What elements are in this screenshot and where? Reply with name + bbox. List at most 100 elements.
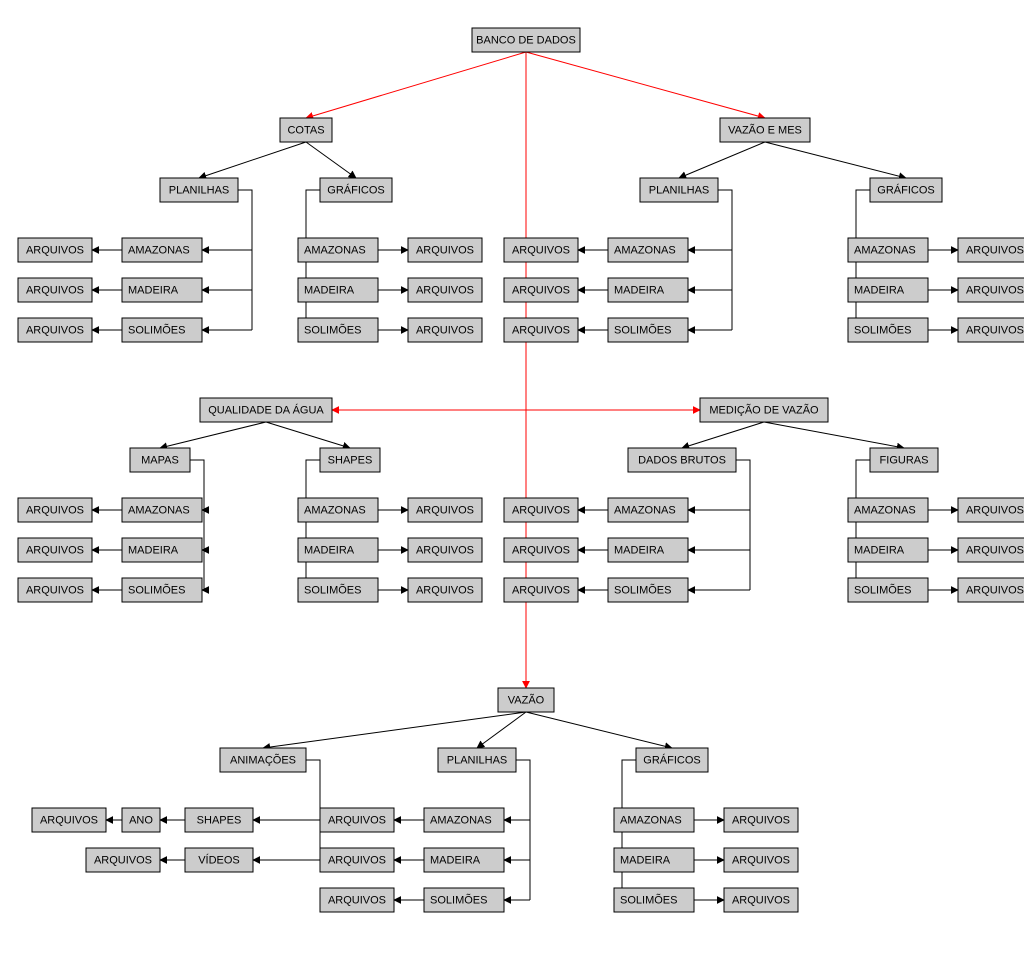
node-label: ARQUIVOS: [966, 324, 1024, 336]
node-cg_sol: SOLIMÕES: [298, 318, 378, 342]
node-mf_mad_a: ARQUIVOS: [958, 538, 1024, 562]
node-label: ARQUIVOS: [26, 284, 84, 296]
node-label: ARQUIVOS: [328, 854, 386, 866]
node-label: GRÁFICOS: [327, 183, 384, 196]
node-label: ARQUIVOS: [328, 814, 386, 826]
node-label: ARQUIVOS: [94, 854, 152, 866]
node-cp_ama: AMAZONAS: [122, 238, 202, 262]
node-label: MADEIRA: [304, 284, 355, 296]
node-v_graf: GRÁFICOS: [870, 178, 942, 202]
node-qs_ama: AMAZONAS: [298, 498, 378, 522]
node-root: BANCO DE DADOS: [472, 28, 580, 52]
nodes-layer: BANCO DE DADOS COTAS VAZÃO E MES PLANILHAS G…: [18, 28, 1024, 912]
node-md_sol_a: ARQUIVOS: [504, 578, 578, 602]
node-mf_sol: SOLIMÕES: [848, 578, 928, 602]
node-cg_ama_a: ARQUIVOS: [408, 238, 482, 262]
node-cp_mad_a: ARQUIVOS: [18, 278, 92, 302]
node-md_sol: SOLIMÕES: [608, 578, 688, 602]
node-label: SOLIMÕES: [304, 323, 361, 336]
node-label: ARQUIVOS: [966, 244, 1024, 256]
node-c_plan: PLANILHAS: [160, 178, 238, 202]
node-pl_ama_a: ARQUIVOS: [320, 808, 394, 832]
node-label: SOLIMÕES: [620, 893, 677, 906]
node-label: ARQUIVOS: [732, 854, 790, 866]
node-label: ANO: [129, 814, 153, 826]
node-vg_ama_a: ARQUIVOS: [958, 238, 1024, 262]
node-label: ARQUIVOS: [26, 544, 84, 556]
node-label: PLANILHAS: [447, 754, 508, 766]
node-label: MADEIRA: [128, 284, 179, 296]
node-label: GRÁFICOS: [643, 753, 700, 766]
node-label: SOLIMÕES: [854, 583, 911, 596]
node-label: ARQUIVOS: [416, 504, 474, 516]
node-vp_sol_a: ARQUIVOS: [504, 318, 578, 342]
node-label: ARQUIVOS: [966, 584, 1024, 596]
node-vg_sol: SOLIMÕES: [848, 318, 928, 342]
node-label: VAZÃO E MES: [728, 123, 802, 136]
node-cp_sol: SOLIMÕES: [122, 318, 202, 342]
node-mf_ama_a: ARQUIVOS: [958, 498, 1024, 522]
node-c_graf: GRÁFICOS: [320, 178, 392, 202]
node-label: ARQUIVOS: [512, 324, 570, 336]
node-label: ARQUIVOS: [966, 284, 1024, 296]
node-qs_ama_a: ARQUIVOS: [408, 498, 482, 522]
node-qm_sol: SOLIMÕES: [122, 578, 202, 602]
node-gr_mad: MADEIRA: [614, 848, 694, 872]
node-label: AMAZONAS: [854, 504, 916, 516]
node-m_fig: FIGURAS: [870, 448, 938, 472]
node-md_ama_a: ARQUIVOS: [504, 498, 578, 522]
node-q_sha: SHAPES: [320, 448, 380, 472]
node-label: ARQUIVOS: [26, 584, 84, 596]
node-pl_ama: AMAZONAS: [424, 808, 504, 832]
node-label: ARQUIVOS: [328, 894, 386, 906]
node-v_plan: PLANILHAS: [640, 178, 718, 202]
node-label: MADEIRA: [614, 544, 665, 556]
node-md_mad: MADEIRA: [608, 538, 688, 562]
node-qm_ama: AMAZONAS: [122, 498, 202, 522]
node-vp_ama: AMAZONAS: [608, 238, 688, 262]
node-label: ARQUIVOS: [512, 584, 570, 596]
node-ani_ano_a: ARQUIVOS: [32, 808, 106, 832]
node-vp_mad: MADEIRA: [608, 278, 688, 302]
node-qm_mad: MADEIRA: [122, 538, 202, 562]
node-label: DADOS BRUTOS: [638, 454, 726, 466]
node-qm_mad_a: ARQUIVOS: [18, 538, 92, 562]
node-label: AMAZONAS: [430, 814, 492, 826]
node-label: SOLIMÕES: [430, 893, 487, 906]
node-vp_mad_a: ARQUIVOS: [504, 278, 578, 302]
node-label: VÍDEOS: [198, 853, 240, 866]
node-label: COTAS: [287, 124, 324, 136]
node-gr_sol_a: ARQUIVOS: [724, 888, 798, 912]
node-label: AMAZONAS: [614, 244, 676, 256]
node-label: ARQUIVOS: [416, 584, 474, 596]
node-label: AMAZONAS: [854, 244, 916, 256]
node-label: VAZÃO: [508, 693, 545, 706]
node-label: SHAPES: [328, 454, 373, 466]
node-label: FIGURAS: [880, 454, 929, 466]
node-pl_sol_a: ARQUIVOS: [320, 888, 394, 912]
node-vg_sol_a: ARQUIVOS: [958, 318, 1024, 342]
node-label: ARQUIVOS: [416, 544, 474, 556]
node-qs_mad_a: ARQUIVOS: [408, 538, 482, 562]
node-label: ARQUIVOS: [512, 504, 570, 516]
node-vg_mad: MADEIRA: [848, 278, 928, 302]
node-label: SOLIMÕES: [614, 323, 671, 336]
node-label: ARQUIVOS: [732, 814, 790, 826]
node-label: AMAZONAS: [128, 504, 190, 516]
node-vg_mad_a: ARQUIVOS: [958, 278, 1024, 302]
node-label: PLANILHAS: [169, 184, 230, 196]
node-pl_sol: SOLIMÕES: [424, 888, 504, 912]
node-label: ARQUIVOS: [416, 244, 474, 256]
node-label: ARQUIVOS: [26, 504, 84, 516]
node-vazmes: VAZÃO E MES: [720, 118, 810, 142]
node-label: MADEIRA: [614, 284, 665, 296]
node-pl_mad_a: ARQUIVOS: [320, 848, 394, 872]
node-label: QUALIDADE DA ÁGUA: [208, 403, 324, 416]
node-label: ARQUIVOS: [512, 284, 570, 296]
node-label: AMAZONAS: [128, 244, 190, 256]
node-gr_mad_a: ARQUIVOS: [724, 848, 798, 872]
node-label: ANIMAÇÕES: [230, 753, 296, 766]
node-cg_mad: MADEIRA: [298, 278, 378, 302]
node-qs_sol_a: ARQUIVOS: [408, 578, 482, 602]
node-vaz: VAZÃO: [498, 688, 554, 712]
